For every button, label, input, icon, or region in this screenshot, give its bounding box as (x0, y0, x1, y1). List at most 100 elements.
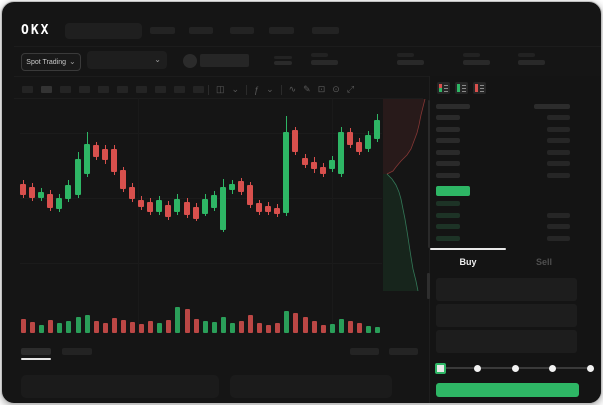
gridline (138, 98, 139, 334)
timeframe-button[interactable] (193, 86, 204, 93)
orderbook-view-combined-icon[interactable] (437, 82, 450, 94)
ask-price-placeholder (436, 173, 460, 178)
timeframe-button[interactable] (136, 86, 147, 93)
candle-body (329, 160, 335, 169)
camera-icon[interactable]: ⊡ (317, 84, 326, 94)
volume-bar (303, 317, 308, 333)
chevron-down-icon: ⌄ (154, 55, 161, 64)
candle-body (184, 202, 190, 215)
nav-item-5[interactable] (312, 27, 339, 34)
slider-stop[interactable] (549, 365, 557, 372)
orderbook-view-asks-icon[interactable] (473, 82, 486, 94)
okx-logo: OKX (21, 23, 51, 38)
order-form-field-2[interactable] (436, 304, 577, 327)
nav-item-1[interactable] (150, 27, 175, 34)
pair-name-placeholder (200, 54, 249, 67)
ask-price-placeholder (436, 115, 460, 120)
buy-tab[interactable]: Buy (459, 257, 477, 267)
scrollbar[interactable] (428, 100, 430, 248)
timeframe-button[interactable] (60, 86, 71, 93)
orderbook-price-header (436, 104, 470, 109)
toolbar-divider (208, 84, 209, 95)
scrollbar-thumb[interactable] (427, 273, 430, 299)
timeframe-button[interactable] (22, 86, 33, 93)
candle-body (65, 185, 71, 199)
volume-bar (66, 321, 71, 333)
volume-bar (375, 327, 380, 333)
sell-tab[interactable]: Sell (535, 257, 552, 267)
bottom-tab-1[interactable] (21, 348, 51, 355)
pair-dropdown[interactable]: ⌄ (87, 51, 167, 69)
volume-bar (30, 322, 35, 333)
ask-price-placeholder (436, 161, 460, 166)
candle-body (320, 167, 326, 174)
bid-amount-placeholder (547, 236, 570, 241)
candle-body (120, 170, 126, 189)
buy-submit-button[interactable] (436, 383, 579, 397)
gridline (20, 263, 382, 264)
indicators-icon[interactable]: ƒ (254, 84, 260, 95)
candle-body (338, 132, 344, 174)
volume-bar (76, 317, 81, 333)
slider-stop[interactable] (511, 365, 519, 372)
ask-amount-placeholder (547, 173, 570, 178)
nav-item-3[interactable] (230, 27, 254, 34)
candle-body (102, 149, 108, 160)
orderbook-view-bids-icon[interactable] (455, 82, 468, 94)
volume-bar (21, 319, 26, 333)
gridline (20, 133, 382, 134)
volume-bar (185, 309, 190, 333)
candle-body (84, 144, 90, 174)
candle-body (193, 207, 199, 219)
last-price-placeholder (274, 61, 292, 65)
timeframe-button[interactable] (41, 86, 52, 93)
slider-stop[interactable] (473, 365, 481, 372)
volume-bar (139, 324, 144, 333)
timeframe-button[interactable] (117, 86, 128, 93)
slider-handle[interactable] (435, 363, 446, 374)
bid-price-placeholder (436, 224, 460, 229)
nav-item-4[interactable] (269, 27, 294, 34)
buy-tab-indicator (430, 248, 506, 250)
active-tab-indicator (21, 358, 51, 360)
stat-value-placeholder (518, 60, 545, 65)
fullscreen-icon[interactable]: ⤢ (346, 84, 355, 94)
timeframe-button[interactable] (79, 86, 90, 93)
bid-price-placeholder (436, 213, 460, 218)
timeframe-button[interactable] (155, 86, 166, 93)
line-tool-icon[interactable]: ∿ (288, 84, 297, 94)
bottom-chip-1[interactable] (350, 348, 379, 355)
candle-body (174, 199, 180, 212)
chevron-down-icon[interactable]: ⌄ (231, 84, 240, 94)
bottom-tab-2[interactable] (62, 348, 92, 355)
candle-body (247, 185, 253, 205)
timeframe-button[interactable] (174, 86, 185, 93)
toolbar-divider (246, 84, 248, 95)
order-form-field-3[interactable] (436, 330, 577, 353)
chevron-down-icon[interactable]: ⌄ (266, 84, 274, 94)
nav-item-2[interactable] (189, 27, 213, 34)
volume-bar (248, 315, 253, 333)
volume-bar (266, 325, 271, 333)
search-input[interactable] (65, 23, 142, 39)
toolbar-divider (280, 84, 282, 95)
bottom-chip-2[interactable] (389, 348, 418, 355)
candle-body (38, 192, 44, 198)
volume-bar (212, 322, 217, 333)
draw-tool-icon[interactable]: ✎ (303, 84, 311, 94)
candle-body (220, 187, 226, 230)
volume-bar (148, 321, 153, 333)
candle-body (347, 132, 353, 145)
candle-body (256, 203, 262, 212)
volume-bar (48, 320, 53, 333)
chart-type-icon[interactable]: ◫ (216, 84, 225, 94)
settings-icon[interactable]: ⊙ (332, 84, 340, 94)
timeframe-button[interactable] (98, 86, 109, 93)
volume-bar (57, 323, 62, 333)
candle-body (47, 194, 53, 208)
order-form-field-1[interactable] (436, 278, 577, 301)
market-type-dropdown[interactable]: Spot Trading ⌄ (21, 53, 81, 71)
slider-stop[interactable] (587, 365, 594, 372)
candle-body (156, 200, 162, 212)
